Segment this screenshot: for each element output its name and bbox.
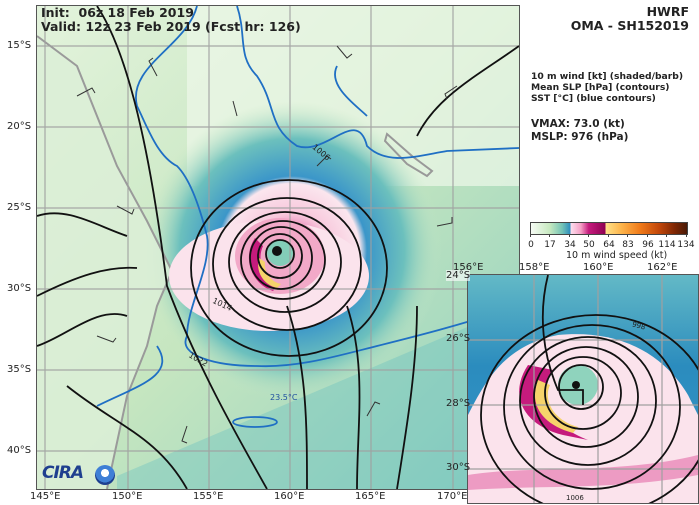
lon-label: 170°E: [437, 491, 468, 502]
lon-label: 155°E: [193, 491, 224, 502]
colorbar-tick: 134: [677, 240, 695, 250]
inset-lat-label: 28°S: [446, 398, 471, 409]
colorbar-tick: 64: [603, 240, 615, 250]
colorbar-tick: 96: [642, 240, 654, 250]
lat-label: 25°S: [7, 202, 32, 213]
lon-label: 145°E: [30, 491, 61, 502]
lat-label: 30°S: [7, 283, 32, 294]
inset-lon-label: 160°E: [583, 262, 614, 273]
colorbar-tick: 0: [528, 240, 534, 250]
lat-label: 15°S: [7, 40, 32, 51]
inset-lon-label: 162°E: [647, 262, 678, 273]
inset-wind-field-plot: [468, 275, 698, 503]
sst-contour-label: 23.5°C: [270, 393, 298, 402]
inset-map: [467, 274, 699, 504]
cira-logo: CIRA: [42, 463, 84, 483]
lon-label: 165°E: [355, 491, 386, 502]
mslp-value: MSLP: 976 (hPa): [531, 131, 629, 143]
legend-wind: 10 m wind [kt] (shaded/barb): [531, 71, 684, 82]
lon-label: 150°E: [112, 491, 143, 502]
inset-lat-label: 26°S: [446, 333, 471, 344]
wind-field-plot: [37, 6, 519, 489]
cira-globe-icon: [95, 465, 115, 485]
lat-label: 35°S: [7, 364, 32, 375]
lat-label: 20°S: [7, 121, 32, 132]
lon-label: 160°E: [274, 491, 305, 502]
colorbar-tick: 114: [658, 240, 676, 250]
inset-lat-label: 30°S: [446, 462, 471, 473]
colorbar-tick: 83: [622, 240, 634, 250]
valid-time: Valid: 12z 23 Feb 2019 (Fcst hr: 126): [41, 19, 301, 34]
model-name: HWRF: [646, 4, 689, 19]
colorbar-tick: 17: [544, 240, 556, 250]
init-time: Init: 06z 18 Feb 2019: [41, 5, 194, 20]
colorbar-tick: 34: [564, 240, 576, 250]
inset-slp-contour-label: 1006: [566, 494, 584, 502]
inset-lat-label: 24°S: [446, 270, 471, 281]
inset-lon-label: 156°E: [453, 262, 484, 273]
main-map: [36, 5, 520, 490]
wind-speed-colorbar: [530, 222, 688, 235]
storm-id: OMA - SH152019: [570, 18, 689, 33]
inset-lon-label: 158°E: [519, 262, 550, 273]
legend-sst: SST [°C] (blue contours): [531, 93, 656, 104]
vmax-value: VMAX: 73.0 (kt): [531, 118, 625, 130]
colorbar-label: 10 m wind speed (kt): [566, 250, 668, 261]
lat-label: 40°S: [7, 445, 32, 456]
colorbar-tick: 50: [583, 240, 595, 250]
legend-slp: Mean SLP [hPa] (contours): [531, 82, 670, 93]
